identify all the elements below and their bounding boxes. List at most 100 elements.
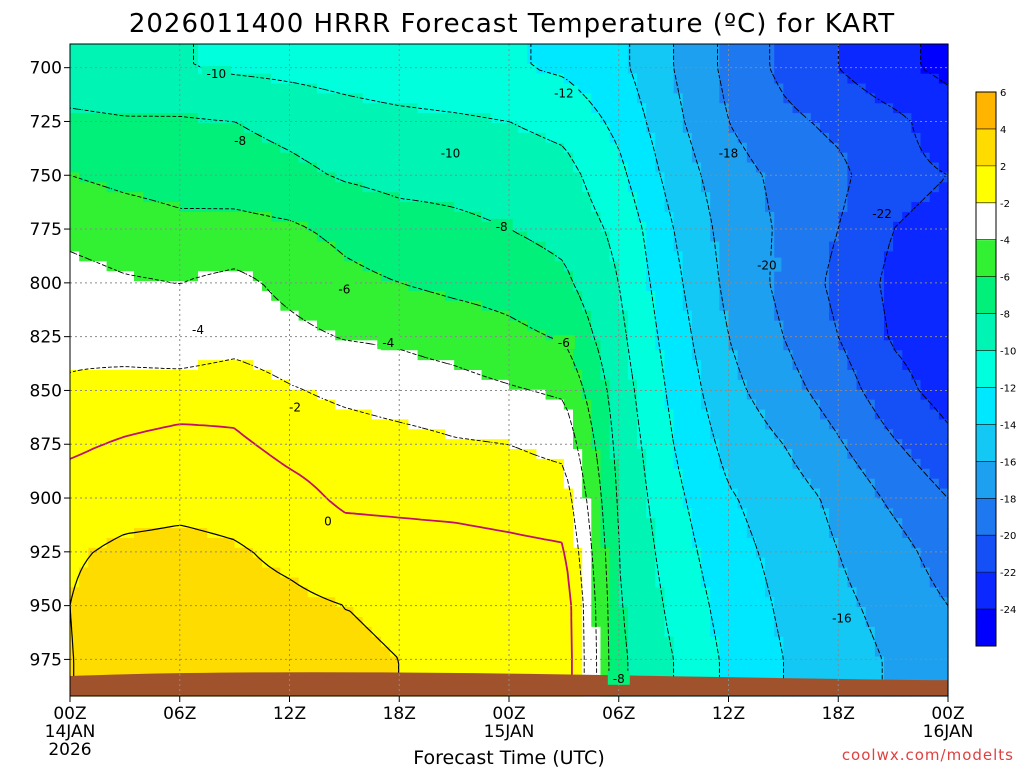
shading-cell <box>829 399 839 411</box>
shading-cell <box>252 350 263 361</box>
shading-cell <box>783 53 794 65</box>
shading-cell <box>618 231 629 243</box>
shading-cell <box>682 340 693 351</box>
shading-cell <box>152 370 163 381</box>
shading-cell <box>143 83 153 94</box>
shading-cell <box>234 261 245 272</box>
shading-cell <box>509 231 519 243</box>
shading-cell <box>252 528 263 539</box>
shading-cell <box>143 202 153 213</box>
shading-cell <box>655 310 666 322</box>
shading-cell <box>545 172 556 183</box>
shading-cell <box>883 152 894 164</box>
shading-cell <box>234 182 245 193</box>
shading-cell <box>481 409 492 420</box>
shading-cell <box>527 389 538 401</box>
shading-cell <box>280 508 291 519</box>
shading-cell <box>765 172 775 183</box>
shading-cell <box>755 290 766 302</box>
shading-cell <box>719 488 730 500</box>
shading-cell <box>426 488 437 500</box>
shading-cell <box>920 508 931 519</box>
shading-cell <box>655 281 666 292</box>
shading-cell <box>746 123 757 134</box>
shading-cell <box>289 261 300 272</box>
shading-cell <box>243 419 254 430</box>
shading-cell <box>362 53 373 65</box>
shading-cell <box>518 53 528 65</box>
shading-cell <box>106 211 117 223</box>
shading-cell <box>929 409 940 420</box>
shading-cell <box>801 310 812 322</box>
shading-cell <box>490 330 501 341</box>
shading-cell <box>929 211 940 223</box>
shading-cell <box>819 340 830 351</box>
shading-cell <box>390 350 400 361</box>
shading-cell <box>765 330 775 341</box>
shading-cell <box>655 478 666 490</box>
shading-cell <box>124 231 135 243</box>
shading-cell <box>902 290 913 302</box>
shading-cell <box>188 310 199 322</box>
shading-cell <box>353 350 364 361</box>
shading-cell <box>234 458 245 470</box>
shading-cell <box>801 488 812 500</box>
shading-cell <box>609 370 620 381</box>
shading-cell <box>829 132 839 144</box>
shading-cell <box>865 528 876 539</box>
shading-cell <box>746 458 757 470</box>
shading-cell <box>390 103 400 114</box>
shading-cell <box>682 152 693 164</box>
shading-cell <box>124 113 135 124</box>
shading-cell <box>838 162 848 174</box>
shading-cell <box>783 478 794 490</box>
shading-cell <box>536 409 547 420</box>
shading-cell <box>298 370 309 381</box>
shading-cell <box>463 231 474 243</box>
shading-cell <box>362 468 373 480</box>
shading-cell <box>609 468 620 480</box>
shading-cell <box>801 389 812 401</box>
shading-cell <box>710 271 720 282</box>
shading-cell <box>280 547 291 559</box>
shading-cell <box>426 152 437 164</box>
shading-cell <box>161 449 172 460</box>
shading-cell <box>380 271 391 282</box>
shading-cell <box>929 182 940 193</box>
shading-cell <box>289 53 300 65</box>
shading-cell <box>627 330 638 341</box>
shading-cell <box>701 123 711 134</box>
shading-cell <box>262 261 272 272</box>
shading-cell <box>316 182 327 193</box>
shading-cell <box>234 320 245 332</box>
shading-cell <box>582 409 592 420</box>
shading-cell <box>902 152 913 164</box>
shading-cell <box>252 123 263 134</box>
shading-cell <box>920 172 931 183</box>
shading-cell <box>893 182 903 193</box>
shading-cell <box>701 389 711 401</box>
shading-cell <box>600 231 611 243</box>
shading-cell <box>774 290 784 302</box>
shading-cell <box>79 379 89 391</box>
shading-cell <box>563 192 574 203</box>
shading-cell <box>737 439 748 450</box>
shading-cell <box>710 419 720 430</box>
shading-cell <box>646 547 656 559</box>
shading-cell <box>710 103 720 114</box>
shading-cell <box>353 123 364 134</box>
shading-cell <box>646 103 656 114</box>
shading-cell <box>655 182 666 193</box>
shading-cell <box>883 44 894 55</box>
shading-cell <box>591 300 602 312</box>
shading-cell <box>353 113 364 124</box>
shading-cell <box>883 449 894 460</box>
shading-cell <box>902 83 913 94</box>
shading-cell <box>911 498 922 509</box>
shading-cell <box>527 498 538 509</box>
shading-cell <box>499 547 510 559</box>
shading-cell <box>335 478 345 490</box>
shading-cell <box>326 498 336 509</box>
shading-cell <box>911 547 922 559</box>
shading-cell <box>637 271 647 282</box>
